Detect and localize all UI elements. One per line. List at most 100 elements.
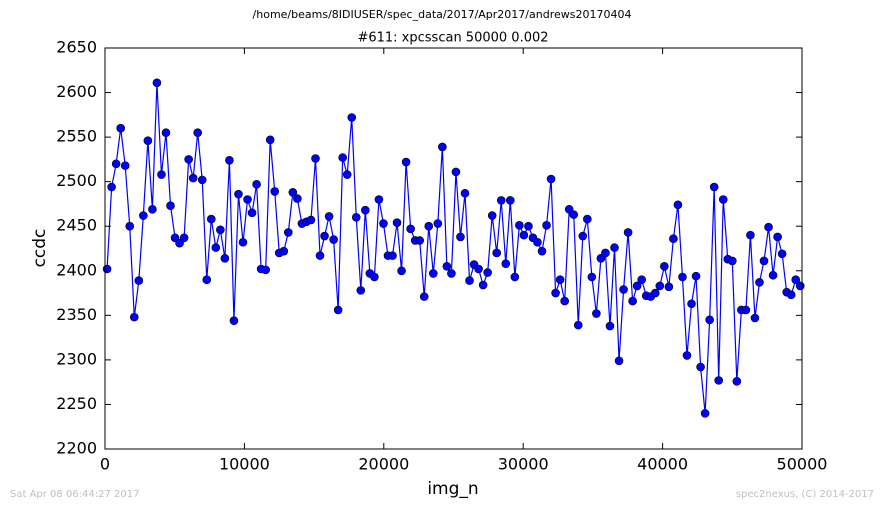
y-tick-label: 2350 xyxy=(56,305,97,324)
data-point xyxy=(678,272,687,282)
y-tick-label: 2500 xyxy=(56,171,97,190)
data-point xyxy=(465,276,474,285)
data-point xyxy=(134,276,144,285)
data-point xyxy=(202,275,212,284)
data-point xyxy=(293,194,302,203)
data-point xyxy=(342,170,352,179)
data-point xyxy=(374,195,384,204)
data-point xyxy=(116,123,125,133)
data-point xyxy=(777,249,787,259)
x-tick-label: 10000 xyxy=(219,455,270,474)
data-point xyxy=(696,362,705,372)
data-point xyxy=(419,292,429,301)
data-point xyxy=(650,288,660,298)
data-point xyxy=(356,286,366,295)
footer-left: Sat Apr 08 06:44:27 2017 xyxy=(10,489,140,500)
data-point xyxy=(768,270,778,280)
data-point xyxy=(632,281,642,291)
y-tick-label: 2400 xyxy=(56,260,97,279)
data-point xyxy=(428,269,438,278)
data-point xyxy=(361,205,370,215)
data-point xyxy=(320,231,329,241)
data-point xyxy=(379,219,388,228)
data-point xyxy=(188,173,198,183)
data-point xyxy=(583,214,592,224)
data-point xyxy=(107,182,116,192)
data-point xyxy=(519,230,529,240)
data-point xyxy=(111,159,121,169)
data-point xyxy=(691,271,701,281)
data-point xyxy=(206,214,216,224)
data-point xyxy=(533,237,542,247)
data-point xyxy=(705,315,714,325)
data-point xyxy=(510,272,520,282)
data-point xyxy=(370,272,379,282)
data-point xyxy=(709,182,719,192)
data-point xyxy=(605,321,615,331)
y-tick-label: 2200 xyxy=(56,439,97,458)
y-tick-label: 2450 xyxy=(56,216,97,235)
data-point xyxy=(682,351,692,360)
data-point xyxy=(433,219,443,228)
data-point xyxy=(143,136,153,145)
data-point xyxy=(478,280,488,290)
data-point xyxy=(139,211,148,220)
data-point xyxy=(229,316,239,325)
data-point xyxy=(279,246,289,256)
x-tick-label: 50000 xyxy=(777,455,828,474)
data-point xyxy=(569,210,579,219)
data-point xyxy=(537,246,547,256)
y-tick-label: 2550 xyxy=(56,127,97,146)
data-point xyxy=(786,290,796,300)
data-point xyxy=(551,288,560,298)
data-point xyxy=(261,265,270,275)
data-point xyxy=(560,296,569,306)
data-point xyxy=(397,266,406,276)
data-point xyxy=(401,157,411,167)
data-point xyxy=(125,221,135,231)
data-point xyxy=(669,234,678,243)
data-point xyxy=(764,222,773,232)
data-point xyxy=(193,128,203,137)
data-point xyxy=(610,243,619,252)
data-point xyxy=(424,221,434,231)
data-point xyxy=(247,208,257,218)
y-tick-label: 2650 xyxy=(56,38,97,57)
data-point xyxy=(542,221,551,230)
data-point xyxy=(460,188,470,198)
data-point xyxy=(795,281,805,291)
data-point xyxy=(329,235,338,244)
data-point xyxy=(483,268,492,277)
data-point xyxy=(727,256,737,266)
data-point xyxy=(718,195,728,204)
data-point xyxy=(351,213,361,222)
data-point xyxy=(660,262,669,271)
data-point xyxy=(578,231,588,241)
x-tick-label: 40000 xyxy=(637,455,688,474)
data-point xyxy=(220,254,230,263)
data-point xyxy=(197,175,207,185)
data-point xyxy=(152,78,162,88)
data-point xyxy=(447,269,456,278)
data-point xyxy=(592,309,601,318)
data-point xyxy=(637,275,646,284)
data-point xyxy=(601,248,610,258)
data-point xyxy=(524,221,533,231)
data-point xyxy=(225,155,234,165)
x-tick-label: 30000 xyxy=(498,455,549,474)
data-point xyxy=(687,299,696,309)
data-point xyxy=(252,180,261,189)
data-point xyxy=(655,281,665,291)
data-point xyxy=(573,320,583,330)
data-point xyxy=(184,155,193,164)
plot-frame xyxy=(104,47,803,450)
data-point xyxy=(270,187,280,196)
data-point xyxy=(773,232,782,242)
data-point xyxy=(166,201,175,211)
data-point xyxy=(324,212,334,221)
data-point xyxy=(102,264,112,274)
x-tick-label: 0 xyxy=(100,455,110,474)
data-point xyxy=(129,312,139,322)
data-point xyxy=(333,305,343,315)
